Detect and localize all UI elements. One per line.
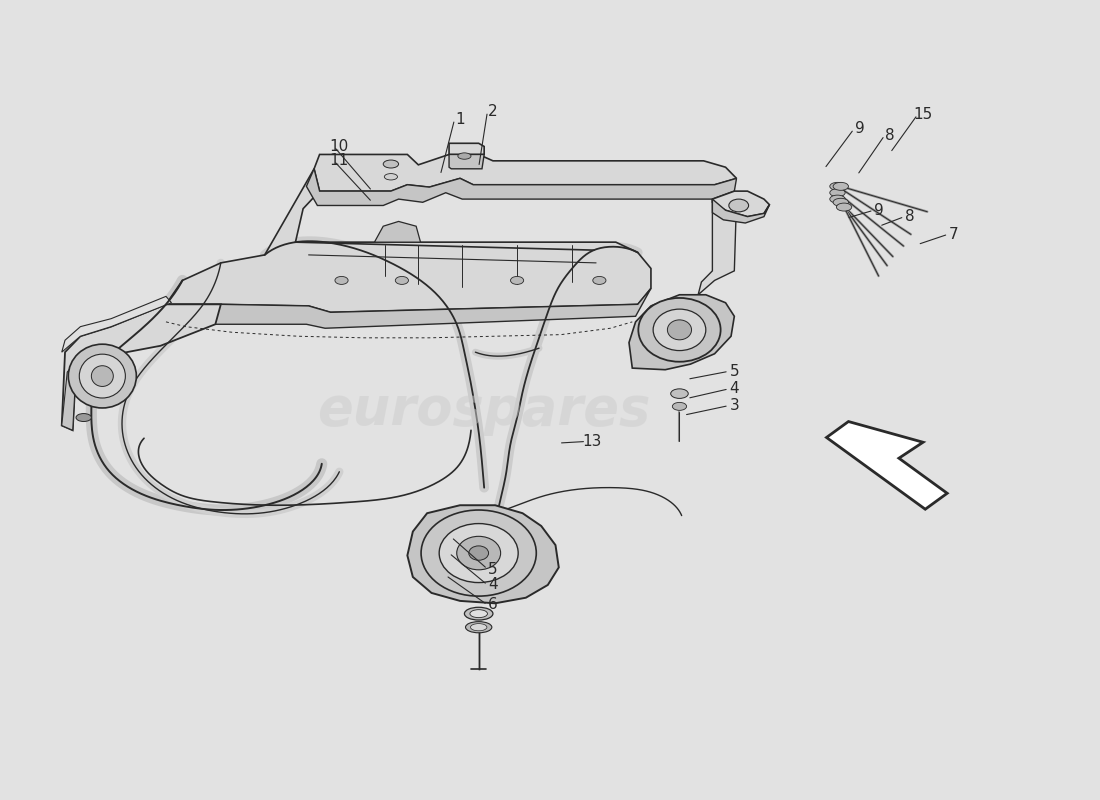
Polygon shape	[166, 169, 651, 312]
Text: 5: 5	[488, 562, 498, 577]
Text: 10: 10	[330, 139, 349, 154]
Text: 1: 1	[455, 112, 465, 127]
Polygon shape	[62, 356, 89, 430]
Text: eurospares: eurospares	[318, 383, 651, 435]
Text: 2: 2	[488, 104, 498, 119]
Ellipse shape	[91, 366, 113, 386]
Ellipse shape	[653, 309, 706, 350]
Ellipse shape	[458, 153, 471, 159]
Ellipse shape	[421, 510, 537, 596]
Polygon shape	[629, 294, 735, 370]
Ellipse shape	[76, 414, 91, 422]
Text: 6: 6	[488, 598, 498, 612]
Polygon shape	[161, 288, 651, 328]
Polygon shape	[62, 304, 221, 430]
Polygon shape	[307, 169, 737, 206]
Polygon shape	[449, 154, 484, 169]
Text: 4: 4	[729, 382, 739, 396]
Ellipse shape	[68, 344, 136, 408]
Polygon shape	[826, 422, 947, 510]
Polygon shape	[315, 154, 737, 191]
Ellipse shape	[79, 354, 125, 398]
Text: 11: 11	[330, 154, 349, 168]
Text: 8: 8	[886, 128, 895, 143]
Polygon shape	[449, 143, 484, 154]
Polygon shape	[713, 199, 769, 223]
Ellipse shape	[510, 277, 524, 285]
Ellipse shape	[829, 189, 845, 197]
Text: 3: 3	[729, 398, 739, 413]
Ellipse shape	[829, 195, 845, 203]
Text: 8: 8	[905, 209, 915, 224]
Ellipse shape	[729, 199, 749, 212]
Ellipse shape	[593, 277, 606, 285]
Ellipse shape	[638, 298, 721, 362]
Ellipse shape	[833, 198, 848, 206]
Ellipse shape	[829, 182, 845, 190]
Text: 15: 15	[913, 107, 933, 122]
Ellipse shape	[383, 160, 398, 168]
Ellipse shape	[465, 622, 492, 633]
Ellipse shape	[833, 182, 848, 190]
Text: 5: 5	[729, 364, 739, 378]
Text: 7: 7	[949, 226, 958, 242]
Ellipse shape	[384, 174, 397, 180]
Text: 9: 9	[874, 202, 884, 218]
Ellipse shape	[469, 546, 488, 560]
Text: 4: 4	[488, 578, 498, 593]
Ellipse shape	[456, 536, 501, 570]
Ellipse shape	[439, 523, 518, 582]
Polygon shape	[407, 506, 559, 603]
Polygon shape	[374, 222, 420, 242]
Ellipse shape	[395, 277, 408, 285]
Text: 13: 13	[582, 434, 602, 449]
Polygon shape	[698, 199, 737, 294]
Ellipse shape	[464, 607, 493, 620]
Text: 9: 9	[855, 122, 865, 137]
Polygon shape	[62, 296, 172, 352]
Ellipse shape	[672, 402, 686, 410]
Polygon shape	[713, 191, 769, 217]
Ellipse shape	[668, 320, 692, 340]
Ellipse shape	[836, 203, 851, 211]
Ellipse shape	[334, 277, 348, 285]
Ellipse shape	[470, 610, 487, 618]
Ellipse shape	[471, 624, 487, 630]
Ellipse shape	[671, 389, 689, 398]
